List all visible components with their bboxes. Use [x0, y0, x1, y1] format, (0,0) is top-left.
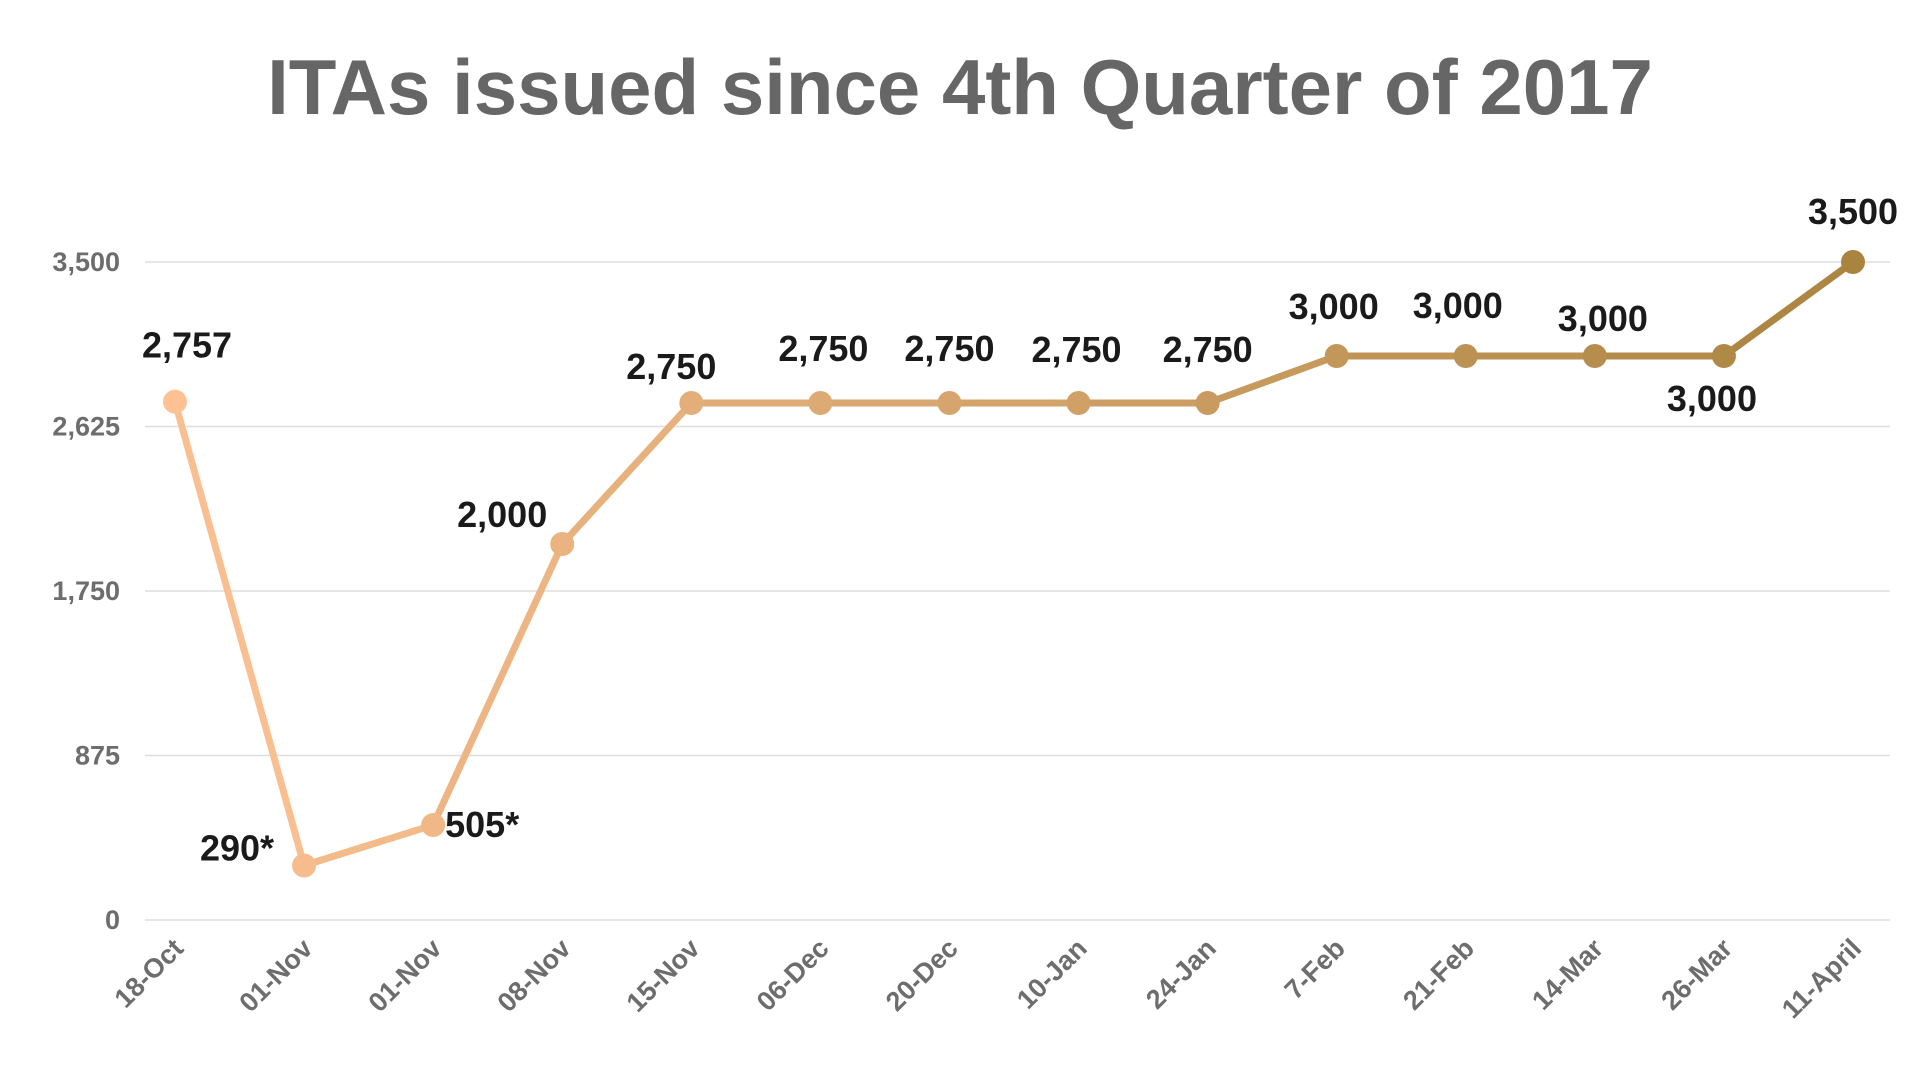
data-label: 2,757: [142, 325, 232, 366]
data-label: 290*: [200, 827, 274, 868]
data-point: [1195, 391, 1220, 415]
x-tick-label: 08-Nov: [492, 933, 577, 1018]
series-segment: [171, 398, 308, 869]
data-point: [1582, 344, 1607, 368]
x-tick-label: 06-Dec: [751, 933, 835, 1017]
series-segment: [1720, 258, 1857, 360]
x-tick-label: 20-Dec: [880, 933, 964, 1017]
y-tick-label: 2,625: [52, 412, 120, 442]
data-point: [937, 391, 962, 415]
y-axis-ticks: 0 875 1,750 2,625 3,500: [52, 247, 120, 935]
data-label: 2,750: [904, 328, 994, 369]
x-tick-label: 24-Jan: [1140, 933, 1222, 1015]
data-point: [1066, 391, 1091, 415]
data-point: [1453, 344, 1478, 368]
x-tick-label: 21-Feb: [1397, 933, 1480, 1016]
data-point: [1324, 344, 1349, 368]
data-label: 2,750: [778, 328, 868, 369]
data-label: 3,000: [1558, 298, 1648, 339]
data-labels: 2,757 290* 505* 2,000 2,750 2,750 2,750 2,750 2,…: [142, 191, 1898, 868]
series-line: [171, 258, 1857, 869]
series-segment: [558, 399, 695, 548]
data-point: [163, 389, 187, 414]
data-label: 2,750: [1163, 329, 1253, 370]
data-label: 2,750: [1031, 329, 1121, 370]
x-tick-label: 15-Nov: [621, 933, 706, 1018]
y-tick-label: 3,500: [52, 247, 120, 277]
x-axis-ticks: 18-Oct 01-Nov 01-Nov 08-Nov 15-Nov 06-Dec 20-D…: [109, 933, 1868, 1025]
series-points: [163, 250, 1865, 878]
data-point: [1841, 250, 1865, 274]
data-label: 505*: [445, 804, 519, 845]
data-label: 3,000: [1667, 378, 1757, 419]
data-point: [1711, 344, 1736, 368]
y-tick-label: 1,750: [52, 576, 120, 606]
data-label: 2,750: [626, 346, 716, 387]
x-tick-label: 01-Nov: [363, 933, 448, 1018]
gridlines: [145, 261, 1890, 921]
x-tick-label: 7-Feb: [1279, 933, 1351, 1005]
y-tick-label: 0: [105, 905, 120, 935]
x-tick-label: 01-Nov: [233, 933, 318, 1018]
series-segment: [300, 821, 437, 869]
x-tick-label: 11-April: [1776, 933, 1867, 1024]
data-point: [421, 813, 446, 838]
x-tick-label: 18-Oct: [109, 933, 190, 1014]
series-segment: [429, 540, 566, 829]
data-label: 3,000: [1289, 286, 1379, 327]
series-segment: [1204, 352, 1341, 407]
data-label: 3,500: [1808, 191, 1898, 232]
y-tick-label: 875: [75, 741, 120, 771]
x-tick-label: 14-Mar: [1526, 933, 1609, 1016]
data-label: 2,000: [457, 494, 547, 535]
data-point: [679, 391, 704, 415]
data-point: [808, 391, 833, 415]
x-tick-label: 10-Jan: [1011, 933, 1093, 1015]
x-tick-label: 26-Mar: [1655, 933, 1738, 1016]
data-point: [292, 853, 317, 878]
chart-title: ITAs issued since 4th Quarter of 2017: [267, 43, 1653, 131]
data-label: 3,000: [1413, 285, 1503, 326]
data-point: [550, 532, 575, 556]
